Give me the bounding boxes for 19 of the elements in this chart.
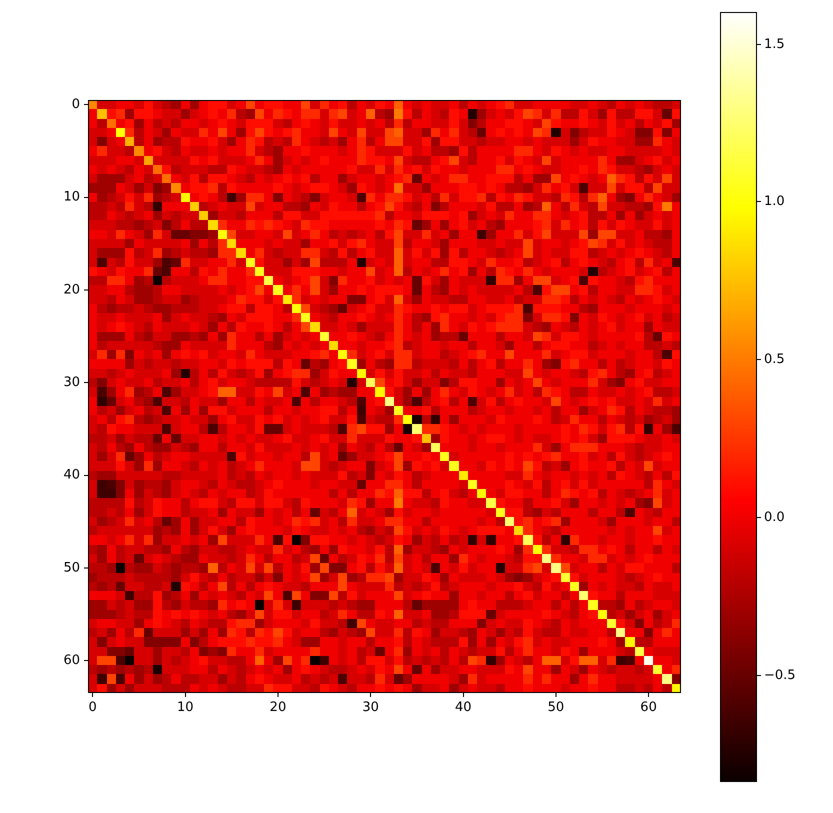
x-tick-label: 40: [454, 700, 472, 716]
color-bar-label: 1.5: [764, 36, 785, 52]
x-tick-label: 50: [548, 700, 564, 716]
x-tick-label: 20: [270, 700, 286, 716]
x-tick-label: 30: [362, 700, 379, 716]
x-tick-label: 10: [177, 700, 194, 716]
y-tick-label: 50: [63, 560, 80, 576]
y-tick-label: 40: [63, 468, 80, 483]
color-bar-label: 0.5: [764, 352, 785, 367]
x-tick-label: 0: [88, 700, 97, 716]
color-bar-label: −0.5: [764, 668, 796, 683]
y-tick-label: 30: [63, 374, 80, 390]
x-tick-label: 60: [640, 700, 657, 716]
y-tick-label: 0: [72, 97, 80, 112]
color-bar-label: 0.0: [764, 510, 785, 525]
y-tick-label: 20: [63, 282, 80, 298]
y-tick-label: 60: [63, 652, 80, 668]
color-bar-label: 1.0: [764, 194, 785, 209]
y-tick-label: 10: [63, 190, 80, 205]
